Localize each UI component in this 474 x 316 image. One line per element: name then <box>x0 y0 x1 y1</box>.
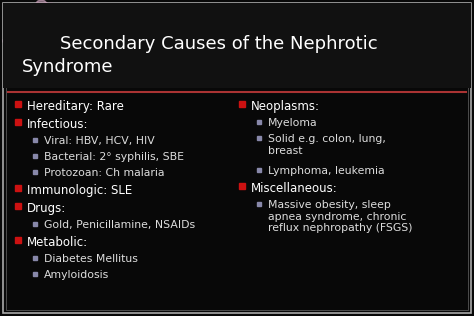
Circle shape <box>27 18 32 22</box>
Circle shape <box>46 27 54 35</box>
Text: Massive obesity, sleep
apnea syndrome, chronic
reflux nephropathy (FSGS): Massive obesity, sleep apnea syndrome, c… <box>268 200 412 233</box>
Circle shape <box>19 39 28 48</box>
Circle shape <box>39 40 46 46</box>
Text: Miscellaneous:: Miscellaneous: <box>251 182 338 195</box>
Circle shape <box>18 47 23 51</box>
Circle shape <box>42 30 46 35</box>
Text: Immunologic: SLE: Immunologic: SLE <box>27 184 132 197</box>
Circle shape <box>8 15 14 21</box>
Circle shape <box>21 31 28 38</box>
Circle shape <box>41 43 48 51</box>
Circle shape <box>13 27 22 36</box>
Circle shape <box>36 6 39 8</box>
Circle shape <box>51 30 54 33</box>
Circle shape <box>20 5 22 8</box>
Circle shape <box>22 8 29 15</box>
Circle shape <box>33 45 36 48</box>
Text: Myeloma: Myeloma <box>268 118 318 128</box>
Circle shape <box>36 0 47 12</box>
Circle shape <box>34 23 45 33</box>
Circle shape <box>11 8 20 17</box>
Circle shape <box>30 38 40 47</box>
Circle shape <box>4 28 10 34</box>
Text: Protozoan: Ch malaria: Protozoan: Ch malaria <box>44 168 164 178</box>
Text: Diabetes Mellitus: Diabetes Mellitus <box>44 254 138 264</box>
Circle shape <box>46 3 56 14</box>
Circle shape <box>45 3 49 8</box>
Circle shape <box>20 32 26 38</box>
Circle shape <box>50 38 53 41</box>
Circle shape <box>29 26 39 37</box>
Circle shape <box>45 46 49 51</box>
FancyBboxPatch shape <box>3 3 471 88</box>
Circle shape <box>21 39 27 44</box>
Circle shape <box>38 22 49 32</box>
Circle shape <box>31 53 35 57</box>
Text: Bacterial: 2° syphilis, SBE: Bacterial: 2° syphilis, SBE <box>44 152 184 162</box>
Text: Drugs:: Drugs: <box>27 202 66 215</box>
Circle shape <box>15 29 18 32</box>
FancyBboxPatch shape <box>3 3 58 58</box>
Text: Hereditary: Rare: Hereditary: Rare <box>27 100 124 113</box>
Circle shape <box>3 38 8 44</box>
Circle shape <box>29 27 38 36</box>
Circle shape <box>41 50 50 59</box>
Text: Lymphoma, leukemia: Lymphoma, leukemia <box>268 166 384 176</box>
Text: Syndrome: Syndrome <box>22 58 113 76</box>
Text: Viral: HBV, HCV, HIV: Viral: HBV, HCV, HIV <box>44 136 155 146</box>
Text: Secondary Causes of the Nephrotic: Secondary Causes of the Nephrotic <box>60 35 378 53</box>
Circle shape <box>48 7 53 11</box>
Circle shape <box>21 10 32 21</box>
Circle shape <box>32 30 39 37</box>
Text: Solid e.g. colon, lung,
breast: Solid e.g. colon, lung, breast <box>268 134 386 155</box>
Text: Neoplasms:: Neoplasms: <box>251 100 320 113</box>
Circle shape <box>41 5 43 7</box>
Text: Gold, Penicillamine, NSAIDs: Gold, Penicillamine, NSAIDs <box>44 220 195 230</box>
Text: Infectious:: Infectious: <box>27 118 89 131</box>
Circle shape <box>22 47 29 54</box>
Circle shape <box>25 43 34 52</box>
Circle shape <box>50 18 55 23</box>
Text: Amyloidosis: Amyloidosis <box>44 270 109 280</box>
Text: Metabolic:: Metabolic: <box>27 236 88 249</box>
